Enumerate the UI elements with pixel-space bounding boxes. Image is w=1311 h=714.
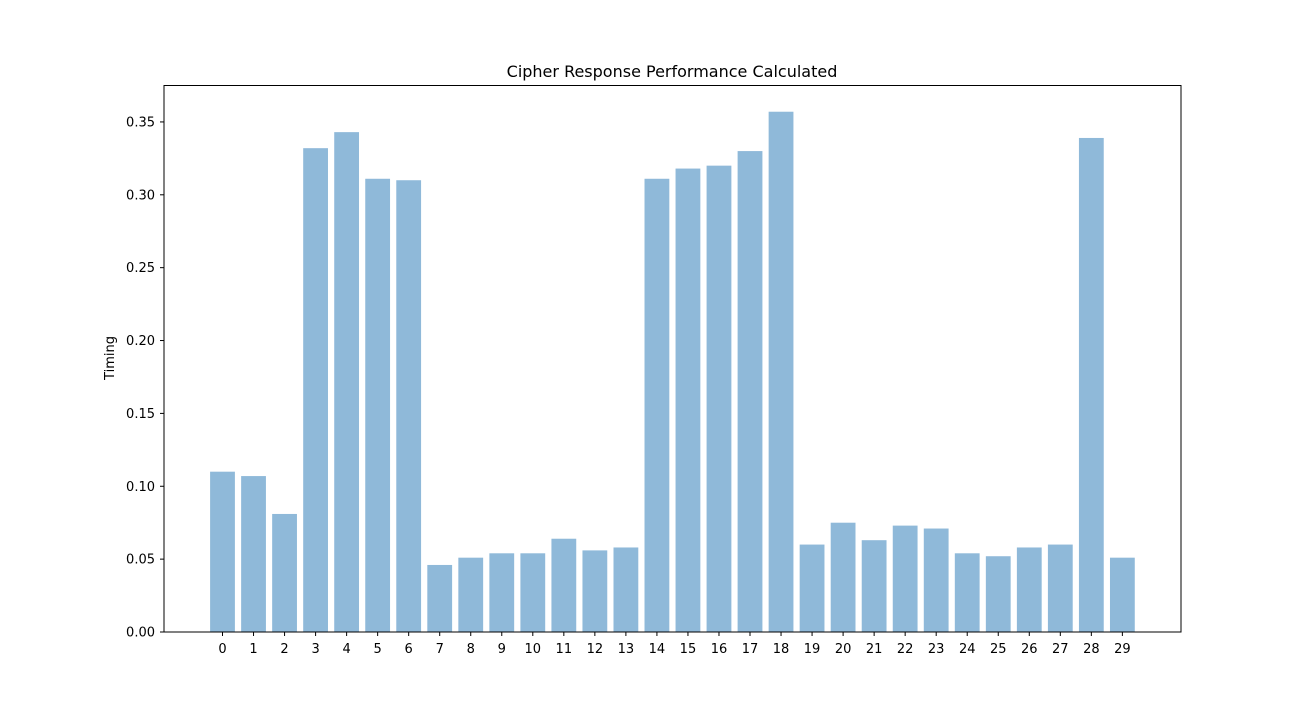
bar-22	[892, 525, 918, 632]
y-tick-label: 0.30	[126, 188, 155, 203]
x-tick-label: 12	[587, 642, 604, 657]
x-tick-label: 9	[498, 642, 506, 657]
x-tick-label: 18	[773, 642, 790, 657]
x-tick-label: 21	[866, 642, 883, 657]
x-tick-label: 1	[249, 642, 257, 657]
bar-20	[830, 522, 856, 632]
bar-1	[241, 476, 266, 632]
bar-18	[768, 111, 794, 633]
bar-3	[303, 148, 328, 633]
x-tick-label: 2	[280, 642, 288, 657]
x-tick-label: 17	[742, 642, 759, 657]
x-tick-label: 5	[374, 642, 382, 657]
bar-9	[489, 553, 515, 632]
bar-28	[1078, 137, 1104, 632]
bar-25	[985, 556, 1011, 632]
bar-27	[1047, 544, 1073, 632]
bar-10	[520, 553, 546, 632]
y-tick-label: 0.00	[126, 626, 155, 641]
x-tick-label: 15	[680, 642, 697, 657]
x-tick-label: 7	[436, 642, 444, 657]
bar-8	[458, 557, 484, 632]
bar-21	[861, 540, 887, 632]
chart-title: Cipher Response Performance Calculated	[507, 62, 838, 81]
x-tick-label: 14	[649, 642, 666, 657]
y-tick-label: 0.25	[126, 261, 155, 276]
bar-19	[799, 544, 825, 632]
y-tick-label: 0.35	[126, 115, 155, 130]
x-tick-label: 4	[342, 642, 350, 657]
x-tick-label: 11	[556, 642, 573, 657]
bar-5	[365, 178, 391, 632]
bar-6	[396, 180, 422, 633]
bar-7	[427, 564, 453, 632]
bar-2	[272, 513, 297, 632]
x-tick-label: 20	[835, 642, 852, 657]
bar-26	[1016, 547, 1042, 632]
x-tick-label: 27	[1052, 642, 1069, 657]
bar-15	[675, 168, 701, 632]
x-tick-label: 26	[1021, 642, 1038, 657]
bar-16	[706, 165, 732, 632]
y-axis: 0.00 0.05 0.10 0.15 0.20 0.25 0.30 0.35	[126, 115, 164, 641]
bar-12	[582, 550, 608, 632]
bar-4	[334, 132, 360, 632]
y-tick-label: 0.20	[126, 334, 155, 349]
x-tick-label: 8	[467, 642, 475, 657]
y-tick-label: 0.10	[126, 480, 155, 495]
bar-14	[644, 178, 670, 632]
y-tick-label: 0.15	[126, 407, 155, 422]
y-axis-label: Timing	[103, 336, 118, 381]
x-tick-label: 3	[311, 642, 319, 657]
bar-24	[954, 553, 980, 632]
x-axis: 0 1 2 3 4 5 6 7 8 9 10 11 12 13 14 15 16 17 18 19 20 21 22 23 24…	[218, 632, 1131, 657]
x-tick-label: 29	[1114, 642, 1131, 657]
x-tick-label: 24	[959, 642, 976, 657]
y-tick-label: 0.05	[126, 553, 155, 568]
bar-11	[551, 538, 577, 632]
x-tick-label: 16	[711, 642, 728, 657]
x-tick-label: 19	[804, 642, 821, 657]
bar-23	[923, 528, 949, 632]
x-tick-label: 6	[405, 642, 413, 657]
bar-13	[613, 547, 639, 632]
x-tick-label: 10	[525, 642, 542, 657]
x-tick-label: 23	[928, 642, 945, 657]
bars-group	[210, 111, 1135, 633]
bar-29	[1109, 557, 1135, 632]
plot-frame	[163, 85, 1182, 633]
x-tick-label: 22	[897, 642, 914, 657]
bar-17	[737, 151, 763, 632]
x-tick-label: 13	[618, 642, 635, 657]
x-tick-label: 0	[218, 642, 226, 657]
x-tick-label: 25	[990, 642, 1007, 657]
bar-0	[210, 471, 235, 632]
x-tick-label: 28	[1083, 642, 1100, 657]
